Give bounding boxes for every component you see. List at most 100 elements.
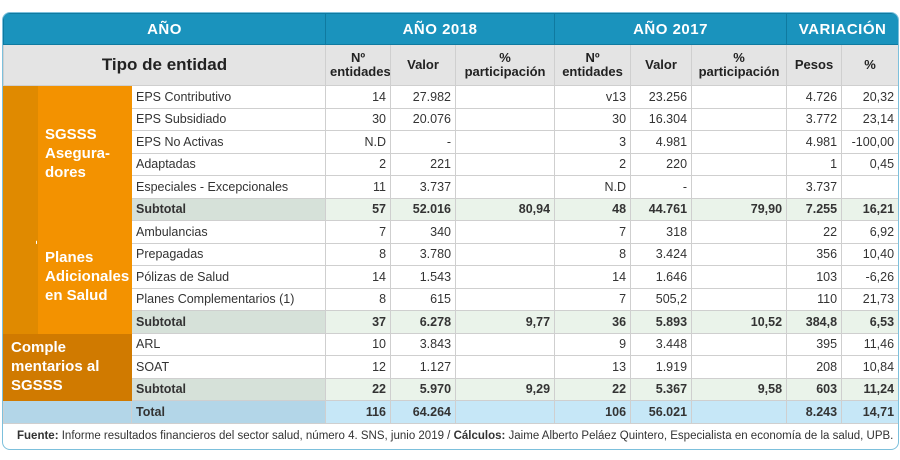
value-cell: 30 [554,107,632,131]
value-cell: 3.448 [630,332,693,356]
value-cell: 110 [786,287,843,311]
value-cell: 356 [786,242,843,266]
value-cell [455,107,556,131]
header-row-columns: Tipo de entidad Nº entidades Valor % par… [3,44,898,86]
table-row: EPS Subsidiado 30 20.076 30 16.304 3.772 23,14 [4,107,898,131]
value-cell: 44.761 [630,197,693,221]
value-cell: 340 [390,220,457,244]
value-cell: 52.016 [390,197,457,221]
table-row: SOAT 12 1.127 13 1.919 208 10,84 [4,355,898,379]
group-label: Comple mentarios al SGSSS [3,332,132,401]
value-cell: 4.726 [786,85,843,109]
entity-name-cell: Pólizas de Salud [130,265,327,289]
value-cell: 10,84 [841,355,898,379]
value-cell: 1 [786,152,843,176]
entity-name-cell: Prepagadas [130,242,327,266]
subtotal-row: Subtotal 22 5.970 9,29 22 5.367 9,58 603 11,24 [4,377,898,401]
entity-name-cell: EPS Subsidiado [130,107,327,131]
value-cell: 116 [325,400,392,424]
entity-name-cell: Planes Complementarios (1) [130,287,327,311]
table-row: Planes Complementarios (1) 8 615 7 505,2 110 2… [4,287,898,311]
financial-table-card: AÑO AÑO 2018 AÑO 2017 VARIACIÓN Tipo de … [2,12,899,450]
value-cell: 5.970 [390,377,457,401]
value-cell: 8 [554,242,632,266]
value-cell: 395 [786,332,843,356]
value-cell: 10,52 [691,310,788,334]
value-cell: 14,71 [841,400,898,424]
value-cell: 22 [554,377,632,401]
entity-name-cell: EPS Contributivo [130,85,327,109]
value-cell: 14 [325,85,392,109]
value-cell: 3 [554,130,632,154]
total-blank-cell [3,400,132,424]
value-cell: 10 [325,332,392,356]
value-cell: 6,92 [841,220,898,244]
value-cell [455,355,556,379]
group-label: Planes Adicionales en Salud [37,220,132,334]
value-cell: 5.893 [630,310,693,334]
value-cell: -6,26 [841,265,898,289]
value-cell [455,400,556,424]
value-cell: 16,21 [841,197,898,221]
participacion-2017-header: % participación [691,44,788,86]
value-cell: v13 [554,85,632,109]
value-cell: 14 [554,265,632,289]
total-row: Total 116 64.264 106 56.021 8.243 14,71 [3,400,898,424]
value-cell [841,175,898,199]
value-cell [691,152,788,176]
table-body: Asegurar SGSSS Asegura-dores EPS Contribut… [3,85,898,424]
participacion-2018-header: % participación [455,44,556,86]
value-cell: 16.304 [630,107,693,131]
calculos-text: Jaime Alberto Peláez Quintero, Especiali… [505,429,894,442]
value-cell: 3.772 [786,107,843,131]
value-cell [455,265,556,289]
variacion-header: VARIACIÓN [786,13,898,45]
value-cell [455,220,556,244]
entity-name-cell: Subtotal [130,197,327,221]
subtotal-row: Subtotal 37 6.278 9,77 36 5.893 10,52 384,8 6,53 [4,310,898,334]
value-cell: 20.076 [390,107,457,131]
value-cell: 48 [554,197,632,221]
entity-name-cell: Adaptadas [130,152,327,176]
value-cell [691,85,788,109]
n-entidades-2017-header: Nº entidades [554,44,632,86]
section-label: Asegurar [34,170,38,249]
footer-source: Fuente: Informe resultados financieros d… [3,424,898,449]
value-cell: 318 [630,220,693,244]
table-row: Asegurar SGSSS Asegura-dores EPS Contribut… [3,85,898,334]
entity-name-cell: Especiales - Excepcionales [130,175,327,199]
calculos-label: Cálculos: [453,429,506,442]
value-cell [691,220,788,244]
value-cell: 3.424 [630,242,693,266]
value-cell [455,242,556,266]
value-cell: 13 [554,355,632,379]
value-cell: 208 [786,355,843,379]
header-row-years: AÑO AÑO 2018 AÑO 2017 VARIACIÓN [3,13,898,45]
value-cell: 615 [390,287,457,311]
value-cell [691,242,788,266]
value-cell: N.D [554,175,632,199]
value-cell: 0,45 [841,152,898,176]
value-cell: 1.543 [390,265,457,289]
valor-2017-header: Valor [630,44,693,86]
value-cell: N.D [325,130,392,154]
value-cell: 7 [325,220,392,244]
value-cell: 3.780 [390,242,457,266]
value-cell: 9 [554,332,632,356]
value-cell [691,287,788,311]
value-cell: 1.646 [630,265,693,289]
value-cell: 7.255 [786,197,843,221]
n-entidades-2018-header: Nº entidades [325,44,392,86]
value-cell: 80,94 [455,197,556,221]
table-row: Comple mentarios al SGSSS ARL 10 3.843 9 3.44… [3,332,898,401]
value-cell: 22 [325,377,392,401]
entity-name-cell: SOAT [130,355,327,379]
value-cell: 1.127 [390,355,457,379]
value-cell [455,175,556,199]
value-cell: 5.367 [630,377,693,401]
value-cell: 11,46 [841,332,898,356]
value-cell: 4.981 [630,130,693,154]
value-cell: 384,8 [786,310,843,334]
table-row: Adaptadas 2 221 2 220 1 0,45 [4,152,898,176]
anio-header: AÑO [3,13,327,45]
